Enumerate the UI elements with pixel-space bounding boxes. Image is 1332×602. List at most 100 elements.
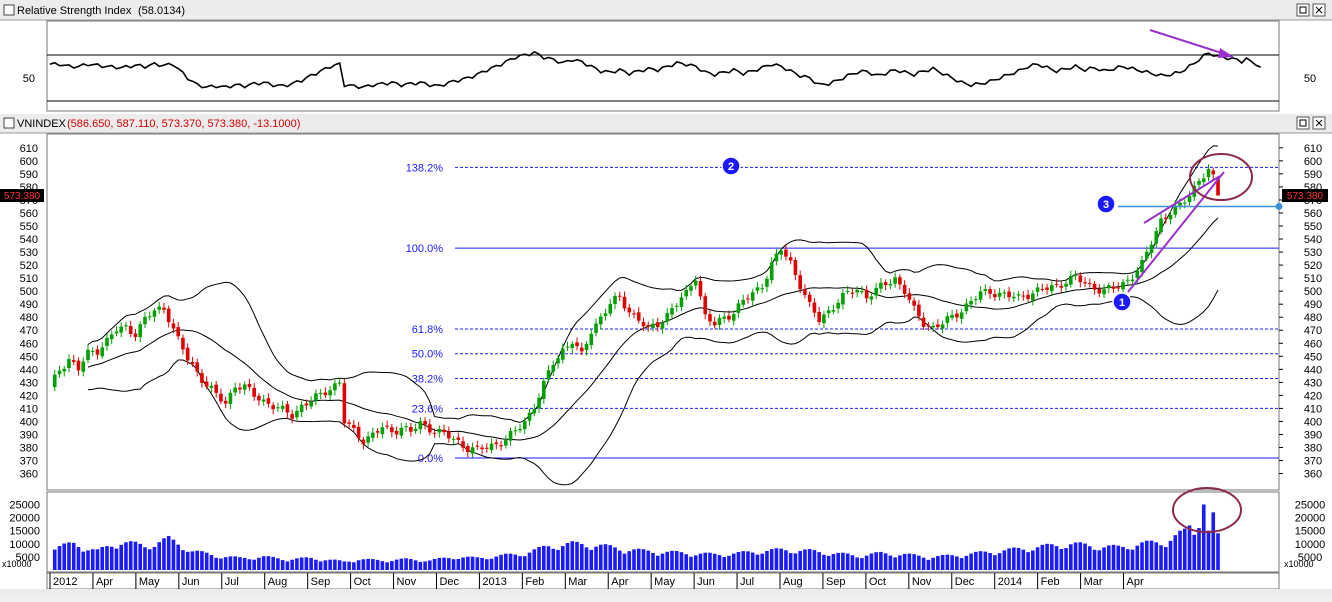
price-y-tick-left: 490 bbox=[20, 299, 38, 311]
volume-bar bbox=[200, 551, 204, 570]
candle-body bbox=[266, 398, 271, 404]
price-maximize-button[interactable] bbox=[1296, 116, 1310, 130]
volume-bar bbox=[784, 550, 788, 570]
volume-bar bbox=[304, 557, 309, 570]
candle-body bbox=[836, 302, 840, 309]
price-window-controls bbox=[1296, 116, 1326, 130]
volume-bar bbox=[1035, 547, 1040, 570]
volume-bar bbox=[413, 560, 418, 570]
volume-bar bbox=[560, 546, 565, 570]
volume-bar bbox=[114, 548, 119, 570]
candle-body bbox=[1140, 260, 1144, 272]
candle-body bbox=[1059, 285, 1064, 288]
candle-body bbox=[76, 360, 81, 371]
price-y-tick-right: 560 bbox=[1304, 208, 1322, 220]
volume-bar bbox=[1064, 548, 1068, 570]
candle-body bbox=[613, 295, 617, 305]
candle-body bbox=[1197, 180, 1201, 185]
candle-body bbox=[147, 316, 152, 318]
volume-bar bbox=[105, 546, 109, 570]
candle-body bbox=[693, 280, 698, 286]
candle-body bbox=[926, 325, 931, 327]
volume-bar bbox=[204, 552, 209, 570]
candle-body bbox=[1054, 283, 1059, 285]
volume-bar bbox=[608, 545, 613, 570]
candle-body bbox=[390, 427, 394, 433]
volume-bar bbox=[769, 549, 774, 570]
volume-bar bbox=[598, 544, 603, 570]
candle-body bbox=[841, 292, 845, 305]
price-y-tick-left: 550 bbox=[20, 221, 38, 233]
candle-body bbox=[380, 427, 385, 435]
candle-body bbox=[200, 373, 204, 383]
candle-body bbox=[565, 346, 570, 348]
price-y-tick-left: 480 bbox=[20, 312, 38, 324]
volume-bar bbox=[428, 560, 432, 570]
volume-bar bbox=[81, 551, 86, 570]
candle-body bbox=[242, 384, 247, 390]
volume-spike-circle bbox=[1172, 487, 1242, 533]
candle-body bbox=[522, 421, 527, 430]
candle-body bbox=[807, 294, 812, 302]
price-y-tick-left: 420 bbox=[20, 390, 38, 402]
candle-body bbox=[162, 307, 166, 310]
candle-body bbox=[280, 405, 285, 409]
price-panel-icon[interactable] bbox=[3, 117, 15, 129]
volume-y-tick-right: 25000 bbox=[1295, 499, 1326, 511]
candle-body bbox=[114, 331, 119, 334]
volume-bar bbox=[974, 551, 978, 570]
volume-bar bbox=[261, 556, 266, 570]
horizontal-scrollbar[interactable] bbox=[0, 589, 1332, 597]
volume-bar bbox=[162, 538, 166, 570]
rsi-panel-icon[interactable] bbox=[3, 4, 15, 16]
candle-body bbox=[594, 323, 598, 333]
volume-bar bbox=[703, 552, 708, 570]
candle-body bbox=[874, 287, 878, 296]
volume-bar bbox=[423, 561, 427, 570]
volume-y-tick-left: 25000 bbox=[9, 499, 40, 511]
volume-bar bbox=[209, 555, 214, 570]
candle-body bbox=[945, 316, 950, 323]
marker-2-label: 2 bbox=[728, 161, 734, 173]
x-axis-label: Apr bbox=[611, 576, 628, 588]
candle-body bbox=[1092, 283, 1097, 290]
candle-body bbox=[119, 326, 124, 333]
volume-bar bbox=[485, 559, 489, 570]
volume-bar bbox=[309, 557, 313, 570]
candle-body bbox=[276, 407, 280, 409]
volume-bar bbox=[508, 553, 513, 570]
volume-bar bbox=[124, 542, 128, 570]
candle-body bbox=[598, 316, 603, 325]
candle-body bbox=[712, 321, 717, 326]
volume-bar bbox=[399, 558, 404, 570]
volume-y-tick-right: 10000 bbox=[1295, 539, 1326, 551]
candle-body bbox=[527, 412, 532, 421]
price-plot-area bbox=[46, 133, 1280, 491]
candle-body bbox=[470, 447, 475, 454]
volume-bar bbox=[394, 559, 399, 570]
volume-bar bbox=[342, 561, 347, 570]
candle-body bbox=[831, 309, 836, 312]
x-axis-label: Sep bbox=[311, 576, 331, 588]
candle-body bbox=[418, 421, 423, 430]
volume-bar bbox=[1154, 542, 1159, 570]
price-y-tick-left: 430 bbox=[20, 377, 38, 389]
candle-body bbox=[480, 447, 484, 450]
candle-body bbox=[81, 361, 86, 372]
candle-body bbox=[1111, 286, 1116, 289]
candle-body bbox=[1116, 287, 1121, 289]
candle-body bbox=[128, 325, 133, 334]
candle-body bbox=[90, 350, 95, 352]
candle-body bbox=[304, 403, 309, 406]
candle-body bbox=[428, 424, 432, 433]
volume-bar bbox=[527, 552, 532, 570]
candle-body bbox=[1201, 178, 1206, 183]
candle-body bbox=[936, 324, 940, 328]
volume-bar bbox=[451, 559, 456, 570]
volume-bar bbox=[181, 550, 185, 570]
rsi-maximize-button[interactable] bbox=[1296, 3, 1310, 17]
candle-body bbox=[166, 308, 171, 323]
candle-body bbox=[817, 311, 821, 323]
candle-body bbox=[627, 307, 632, 313]
price-y-tick-left: 560 bbox=[20, 208, 38, 220]
